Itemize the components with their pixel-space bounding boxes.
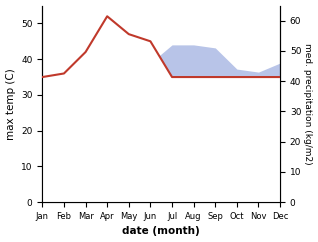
Y-axis label: max temp (C): max temp (C) <box>5 68 16 140</box>
Y-axis label: med. precipitation (kg/m2): med. precipitation (kg/m2) <box>303 43 313 165</box>
X-axis label: date (month): date (month) <box>122 227 200 236</box>
